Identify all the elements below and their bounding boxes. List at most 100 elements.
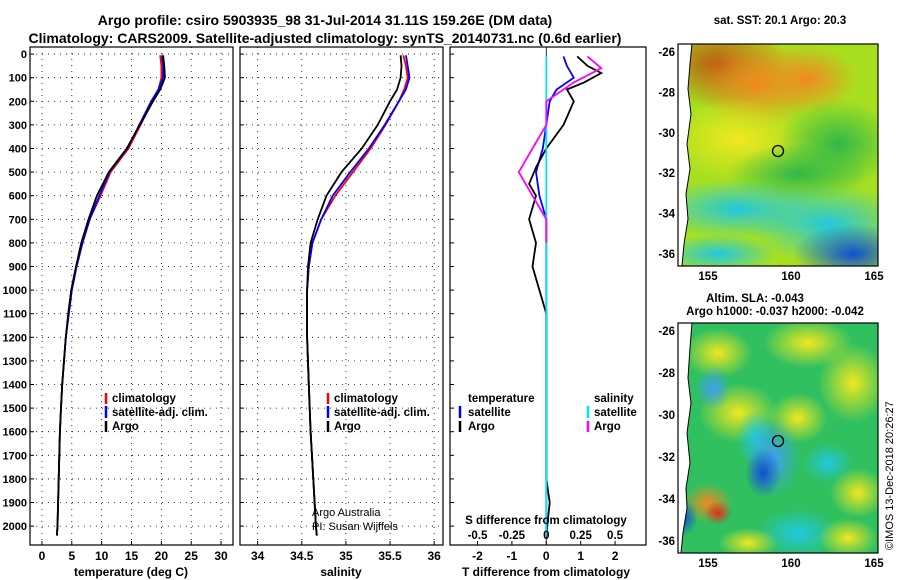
legend-label-t-argo: Argo <box>468 421 495 433</box>
legend-title-salinity: salinity <box>594 393 634 405</box>
imos-timestamp: ©IMOS 13-Dec-2018 20:26:27 <box>884 401 896 550</box>
depth-tick-label: 300 <box>9 120 27 132</box>
series-line-temperature-argo <box>528 55 604 536</box>
temperature-panel-frame <box>29 46 234 546</box>
sst-map-title: sat. SST: 20.1 Argo: 20.3 <box>714 15 847 27</box>
sla-map-frame <box>677 322 879 554</box>
sla-map-subtitle: Argo h1000: -0.037 h2000: -0.042 <box>686 306 864 318</box>
profile-lines <box>56 55 604 536</box>
salinity-axis-label: salinity <box>320 565 362 579</box>
argo-location-marker <box>771 144 785 158</box>
series-line-salinity-argo <box>517 55 603 243</box>
depth-tick-label: 1400 <box>3 380 27 392</box>
depth-tick-label: 2000 <box>3 521 27 533</box>
legend-label-climatology: climatology <box>334 393 399 405</box>
map-lon-label: 165 <box>864 558 884 570</box>
credit-argo-australia: Argo Australia <box>312 507 381 519</box>
depth-tick-label: 0 <box>21 49 27 61</box>
depth-axis: 0 100 200 300 400 500 600 700 800 900 1000 1100 1200… <box>3 49 27 533</box>
map-lat-label: -26 <box>658 47 675 59</box>
depth-tick-label: 1700 <box>3 450 27 462</box>
depth-tick-label: 400 <box>9 143 27 155</box>
sst-heatmap <box>678 44 878 266</box>
salinity-panel-frame <box>239 46 444 546</box>
legend-title-temperature: temperature <box>468 393 534 405</box>
map-lon-label: 160 <box>781 558 800 570</box>
x-tick-label: 10 <box>95 549 109 563</box>
series-line-climatology <box>56 55 163 536</box>
x-tick-label: 35 <box>339 549 353 563</box>
map-lat-label: -30 <box>658 410 675 422</box>
x-tick-label: 0 <box>543 549 550 563</box>
s-diff-tick-label: -0.5 <box>468 530 488 542</box>
depth-tick-label: 100 <box>9 73 27 85</box>
s-diff-tick-label: 0 <box>543 530 549 542</box>
legend-label-satellite: satellite-adj. clim. <box>334 407 430 419</box>
depth-tick-label: 200 <box>9 96 27 108</box>
x-tick-label: 36 <box>427 549 441 563</box>
depth-tick-label: 700 <box>9 214 27 226</box>
x-tick-label: 15 <box>125 549 139 563</box>
x-tick-label: 2 <box>612 549 619 563</box>
x-tick-label: 20 <box>155 549 169 563</box>
map-lat-label: -26 <box>658 326 675 338</box>
series-line-climatology <box>306 55 409 536</box>
difference-panel-frame <box>449 46 647 546</box>
series-line-argo <box>56 55 166 536</box>
depth-tick-label: 900 <box>9 261 27 273</box>
legend-label-s-argo: Argo <box>594 421 621 433</box>
x-tick-label: 35.5 <box>378 549 402 563</box>
depth-tick-label: 500 <box>9 167 27 179</box>
chart-title-line1: Argo profile: csiro 5903935_98 31-Jul-20… <box>97 12 553 28</box>
sla-heatmap <box>678 323 878 553</box>
t-difference-axis-label: T difference from climatology <box>462 565 630 579</box>
depth-tick-label: 1900 <box>3 498 27 510</box>
map-axis-labels: -26 -28 -30 -32 -34 -36 155 160 165 -26 -28 -30 -32 -… <box>658 47 884 570</box>
map-lat-label: -36 <box>658 249 675 261</box>
grid-lines <box>30 47 616 545</box>
map-lat-label: -34 <box>658 494 675 506</box>
temperature-legend: climatology satellite-adj. clim. Argo <box>104 393 208 433</box>
map-lat-label: -32 <box>658 168 675 180</box>
depth-tick-label: 800 <box>9 238 27 250</box>
series-line-argo <box>306 55 403 536</box>
depth-tick-label: 1000 <box>3 285 27 297</box>
x-tick-label: 25 <box>185 549 199 563</box>
x-tick-label: 34 <box>251 549 265 563</box>
legend-label-climatology: climatology <box>112 393 177 405</box>
argo-location-marker <box>771 434 785 448</box>
sst-map-frame <box>677 43 879 267</box>
map-lon-label: 160 <box>781 271 800 283</box>
depth-tick-label: 1500 <box>3 403 27 415</box>
legend-label-t-satellite: satellite <box>468 407 511 419</box>
map-lat-label: -28 <box>658 368 675 380</box>
x-tick-label: 34.5 <box>290 549 314 563</box>
map-lat-label: -30 <box>658 128 675 140</box>
map-lon-label: 165 <box>864 271 884 283</box>
depth-tick-label: 1800 <box>3 474 27 486</box>
depth-tick-label: 1200 <box>3 332 27 344</box>
legend-label-s-satellite: satellite <box>594 407 637 419</box>
x-tick-labels: 0 5 10 15 20 25 30 34 34.5 35 35.5 36 -2 -1 0 1 2 -0.5 -0.… <box>39 530 624 563</box>
temperature-axis-label: temperature (deg C) <box>74 565 188 579</box>
x-tick-label: 30 <box>214 549 228 563</box>
chart-title-line2: Climatology: CARS2009. Satellite-adjuste… <box>28 30 622 46</box>
map-lat-label: -34 <box>658 209 675 221</box>
depth-tick-label: 1300 <box>3 356 27 368</box>
s-difference-axis-label: S difference from climatology <box>465 515 627 527</box>
credit-pi: PI: Susan Wijffels <box>312 521 398 533</box>
legend-label-argo: Argo <box>112 421 139 433</box>
legend-label-satellite: satellite-adj. clim. <box>112 407 208 419</box>
x-tick-label: 0 <box>39 549 46 563</box>
salinity-legend: climatology satellite-adj. clim. Argo Ar… <box>312 393 430 533</box>
series-line-satellite-adj-clim- <box>306 55 411 536</box>
legend-label-argo: Argo <box>334 421 361 433</box>
s-diff-tick-label: -0.25 <box>499 530 526 542</box>
x-tick-label: 5 <box>68 549 75 563</box>
map-lon-label: 155 <box>698 271 718 283</box>
depth-tick-label: 1600 <box>3 427 27 439</box>
difference-legend: temperature satellite Argo salinity sate… <box>458 393 637 527</box>
s-diff-tick-label: 0.25 <box>569 530 592 542</box>
map-lat-label: -36 <box>658 536 675 548</box>
